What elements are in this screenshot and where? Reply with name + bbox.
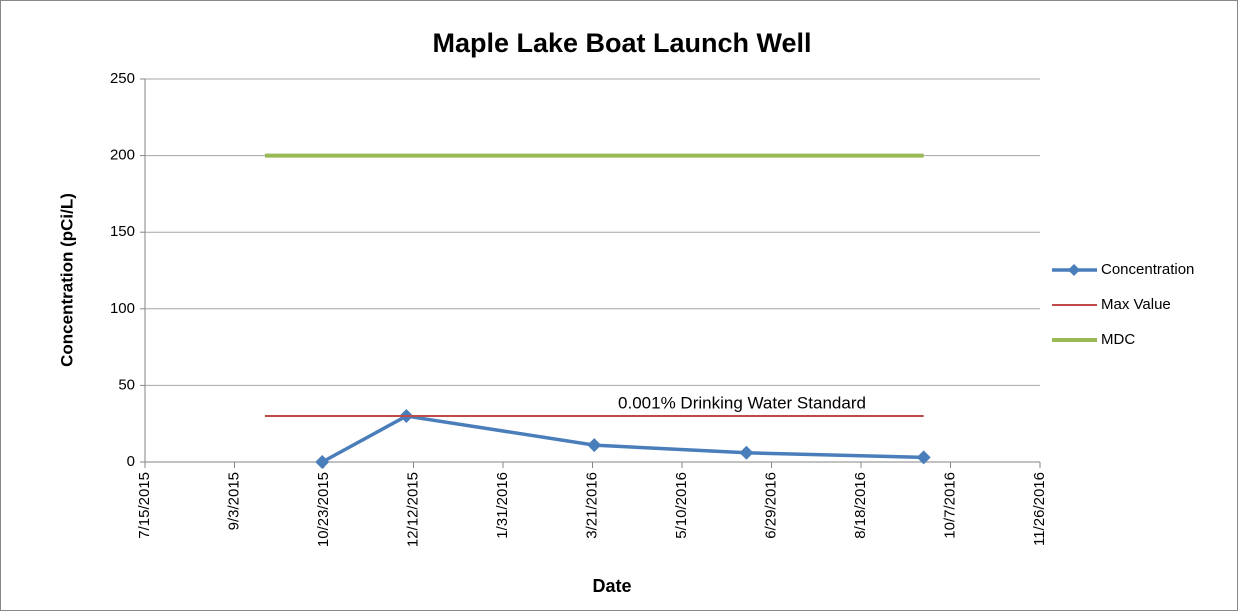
y-tick-label: 0	[127, 453, 135, 470]
x-tick-label: 8/18/2016	[852, 472, 869, 539]
marker	[587, 438, 602, 453]
x-tick-label: 5/10/2016	[673, 472, 690, 539]
y-tick-label: 200	[110, 147, 135, 164]
legend-label: MDC	[1101, 331, 1135, 348]
x-tick-label: 10/7/2016	[941, 472, 958, 539]
y-tick-label: 50	[118, 376, 135, 393]
x-tick-label: 6/29/2016	[762, 472, 779, 539]
marker	[315, 455, 330, 469]
x-tick-label: 9/3/2015	[225, 472, 242, 530]
legend-marker	[1068, 264, 1080, 276]
y-tick-label: 100	[110, 300, 135, 317]
annotation: 0.001% Drinking Water Standard	[618, 393, 866, 412]
y-tick-label: 150	[110, 223, 135, 240]
chart-title: Maple Lake Boat Launch Well	[432, 28, 811, 58]
marker	[739, 445, 754, 460]
x-tick-label: 1/31/2016	[494, 472, 511, 539]
x-tick-label: 11/26/2016	[1031, 472, 1048, 546]
legend-label: Concentration	[1101, 261, 1194, 278]
x-axis-label: Date	[592, 576, 631, 596]
x-tick-label: 10/23/2015	[315, 472, 332, 547]
x-tick-label: 3/21/2016	[583, 472, 600, 539]
x-tick-label: 12/12/2015	[404, 472, 421, 547]
marker	[916, 450, 931, 465]
y-tick-label: 250	[110, 70, 135, 87]
y-axis-label: Concentration (pCi/L)	[57, 193, 76, 367]
x-tick-label: 7/15/2015	[136, 472, 153, 539]
legend-label: Max Value	[1101, 296, 1171, 313]
